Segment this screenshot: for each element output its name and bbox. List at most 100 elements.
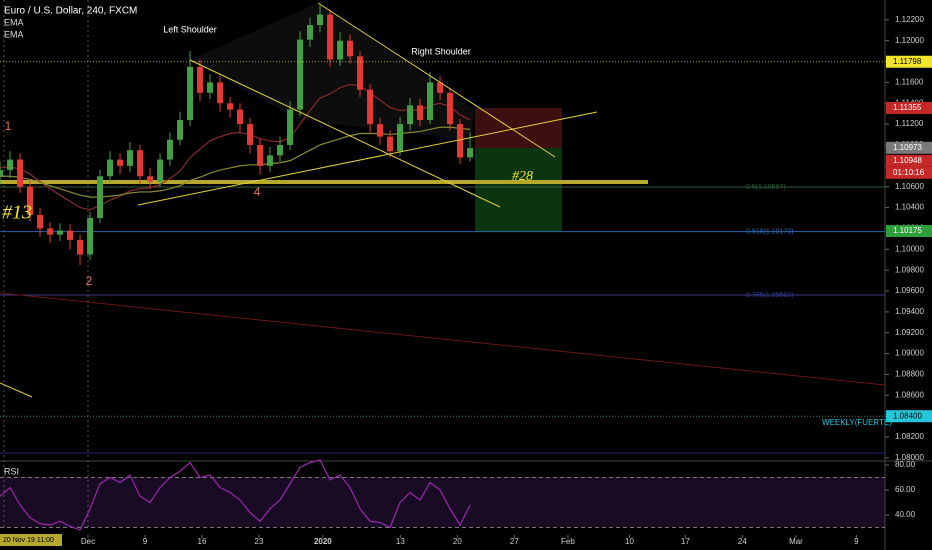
candle-body: [147, 176, 154, 182]
candle-body: [0, 170, 3, 177]
fib-label: 0.5(1.10597): [746, 184, 786, 191]
candle-body: [227, 103, 234, 110]
price-tag: [886, 410, 932, 423]
trendline: [317, 2, 556, 158]
price-tag: [886, 154, 932, 167]
y-tick-label: 1.08200: [895, 432, 924, 441]
price-tag: [886, 101, 932, 114]
rsi-tick-label: 80.00: [895, 460, 916, 469]
candle-body: [136, 150, 143, 177]
long-trendline: [0, 292, 886, 386]
candle-body: [187, 66, 194, 120]
pattern-fill: [190, 3, 475, 140]
level-label: WEEKLY(FUERTE): [822, 418, 892, 427]
candle-body: [367, 89, 374, 125]
neckline: [137, 111, 598, 206]
x-tick-label: 20: [453, 537, 462, 546]
y-tick-label: 1.11200: [895, 119, 924, 128]
candle-body: [306, 25, 313, 40]
candle-body: [87, 218, 94, 255]
candle-body: [446, 92, 453, 125]
cursor-time-label: 20 Nov 19 11:00: [3, 537, 54, 544]
candle-body: [346, 40, 353, 57]
x-tick-label: 17: [681, 537, 690, 546]
rsi-line: [0, 459, 471, 531]
candle-body: [47, 228, 54, 235]
candle-body: [376, 124, 383, 137]
indicator-legend: EMA: [4, 17, 24, 27]
x-tick-label: Mar: [789, 537, 803, 546]
idea-label: #28: [512, 169, 533, 184]
annotation: Right Shoulder: [411, 46, 471, 56]
y-tick-label: 1.11600: [895, 78, 924, 87]
candle-body: [247, 124, 254, 145]
candle-body: [317, 14, 324, 26]
price-tag: [886, 55, 932, 68]
candle-body: [397, 124, 404, 152]
rsi-tick-label: 40.00: [895, 510, 916, 519]
countdown-tag: [886, 166, 932, 179]
rsi-title: RSI: [4, 466, 19, 476]
ema-line: [0, 83, 471, 211]
candle-body: [26, 186, 33, 215]
candle-body: [126, 150, 133, 166]
candle-body: [416, 105, 423, 120]
candle-body: [17, 159, 24, 187]
y-tick-label: 1.10000: [895, 244, 924, 253]
y-tick-label: 1.12000: [895, 36, 924, 45]
candle-body: [287, 109, 294, 145]
candle-body: [66, 230, 73, 240]
candle-body: [206, 82, 213, 93]
candle-body: [196, 66, 203, 93]
price-tag-label: 1.10175: [893, 226, 922, 235]
x-tick-label: 9: [143, 537, 148, 546]
candle-body: [37, 214, 44, 229]
fib-label: 0.786(1.09562): [746, 292, 793, 299]
candle-body: [276, 144, 283, 156]
candle-body: [96, 176, 103, 219]
candle-body: [177, 119, 184, 140]
countdown: 01:10:16: [893, 168, 925, 177]
candle-body: [357, 56, 364, 90]
indicator-legend: EMA: [4, 29, 24, 39]
price-tag: [886, 225, 932, 238]
x-tick-label: 27: [510, 537, 519, 546]
price-tag-label: 1.10948: [893, 156, 922, 165]
trendline: [189, 59, 501, 208]
annotation: Left Shoulder: [163, 24, 217, 34]
price-tag-label: 1.08400: [893, 411, 922, 420]
y-tick-label: 1.10600: [895, 182, 924, 191]
candle-body: [117, 159, 124, 166]
candle-body: [236, 109, 243, 125]
x-tick-label: 13: [396, 537, 405, 546]
candle-body: [217, 82, 224, 104]
candle-body: [166, 139, 173, 160]
candle-body: [387, 136, 394, 152]
x-tick-label: 10: [625, 537, 634, 546]
y-tick-label: 1.10400: [895, 203, 924, 212]
x-tick-label: 24: [738, 537, 747, 546]
candle-body: [467, 148, 474, 158]
price-tag: [886, 141, 932, 154]
x-tick-label: 23: [255, 537, 264, 546]
candle-body: [427, 82, 434, 120]
y-tick-label: 1.09600: [895, 286, 924, 295]
candle-body: [437, 82, 444, 93]
candle-body: [157, 159, 164, 182]
y-tick-label: 1.09200: [895, 328, 924, 337]
candle-body: [266, 155, 273, 166]
chart-title: Euro / U.S. Dollar, 240, FXCM: [4, 6, 137, 17]
wave-label: 2: [86, 274, 93, 288]
target-zone: [475, 148, 562, 232]
candle-body: [407, 105, 414, 125]
y-tick-label: 1.08600: [895, 390, 924, 399]
x-tick-label: Feb: [561, 537, 575, 546]
cursor-time-tag: [0, 534, 62, 546]
x-tick-label: Dec: [81, 537, 95, 546]
candle-body: [7, 159, 14, 171]
rsi-band-fill: [0, 477, 885, 527]
candle-body: [327, 14, 334, 60]
x-tick-label: 9: [854, 537, 859, 546]
price-tag-label: 1.10973: [893, 143, 922, 152]
